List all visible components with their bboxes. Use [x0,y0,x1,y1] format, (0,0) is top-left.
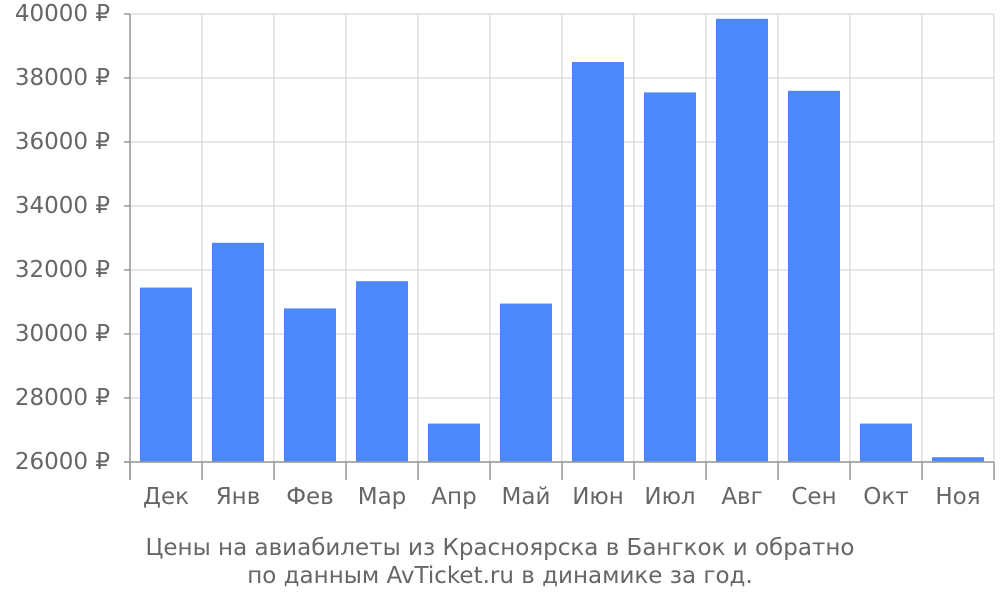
x-tick-label: Апр [431,484,476,510]
x-tick-label: Авг [721,484,762,510]
x-tick-label: Мар [358,484,407,510]
y-tick-label: 30000 ₽ [15,321,110,347]
bar-10 [788,90,840,463]
bar-7 [572,62,624,462]
x-tick-label: Июн [572,484,624,510]
chart-caption-line-1: Цены на авиабилеты из Красноярска в Банг… [145,535,855,561]
y-tick-label: 36000 ₽ [15,129,110,155]
bars [140,18,984,463]
chart-caption-line-2: по данным AvTicket.ru в динамике за год. [247,563,753,589]
y-tick-label: 26000 ₽ [15,449,110,475]
bar-1 [140,287,192,462]
y-tick-label: 38000 ₽ [15,65,110,91]
y-tick-label: 40000 ₽ [15,1,110,27]
x-tick-label: Фев [286,484,334,510]
bar-4 [356,281,408,462]
bar-11 [860,423,912,462]
axes [124,13,995,480]
y-tick-label: 32000 ₽ [15,257,110,283]
grid-lines [129,13,995,463]
bar-6 [500,303,552,462]
x-tick-label: Окт [863,484,908,510]
bar-5 [428,423,480,462]
bar-8 [644,92,696,463]
bar-3 [284,308,336,462]
tick-labels: 26000 ₽ 28000 ₽ 30000 ₽ 32000 ₽ 34000 ₽ 36000… [15,1,981,510]
y-tick-label: 34000 ₽ [15,193,110,219]
x-tick-label: Ноя [935,484,980,510]
bar-12 [932,457,984,462]
x-tick-label: Янв [216,484,261,510]
x-tick-label: Сен [791,484,836,510]
x-tick-label: Июл [644,484,695,510]
x-tick-label: Дек [143,484,189,510]
bar-2 [212,242,264,462]
y-tick-label: 28000 ₽ [15,385,110,411]
x-tick-label: Май [502,484,551,510]
bar-9 [716,18,768,463]
